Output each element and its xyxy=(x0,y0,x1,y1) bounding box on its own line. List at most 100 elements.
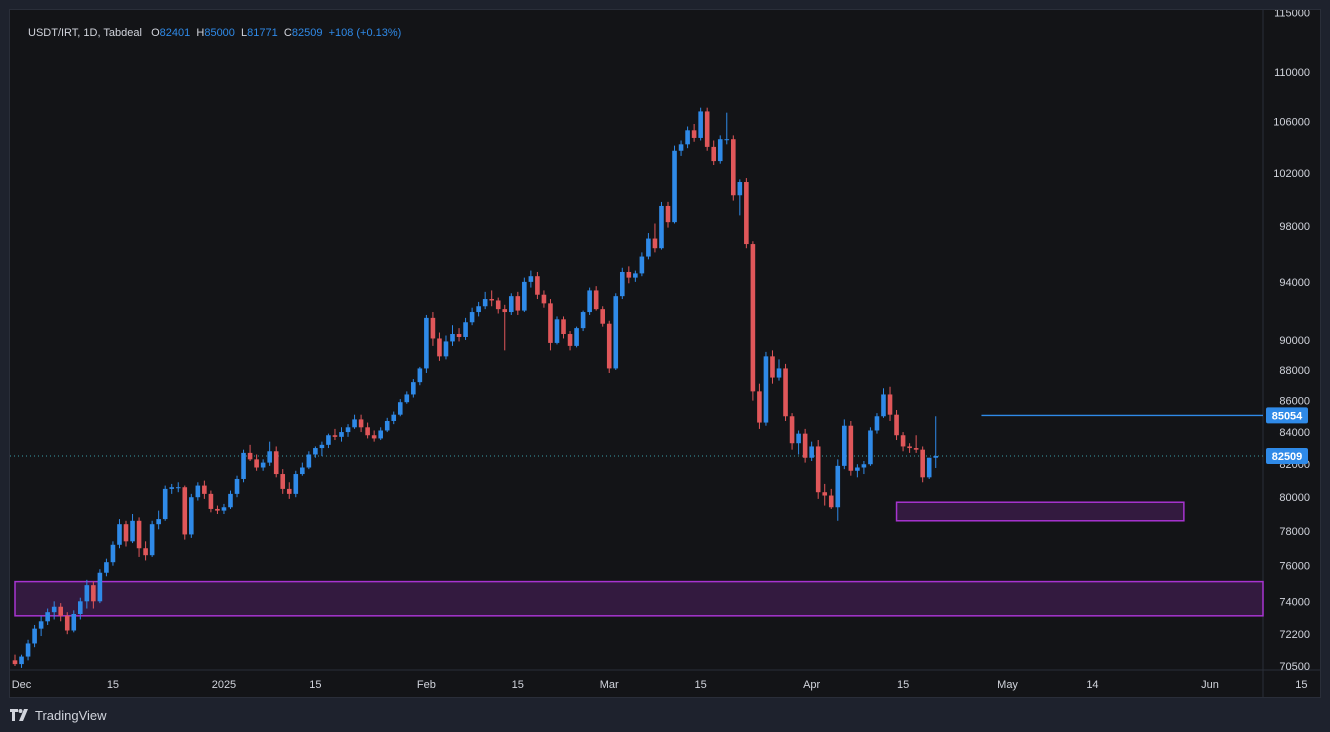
candle xyxy=(411,379,416,398)
candle-body xyxy=(926,457,932,478)
candle xyxy=(815,440,821,499)
candle-body xyxy=(51,606,57,613)
candle xyxy=(711,140,717,165)
candle-body xyxy=(920,449,925,478)
candle xyxy=(175,482,181,493)
time-tick-label: 15 xyxy=(309,679,321,691)
candle-body xyxy=(273,451,279,475)
candle-body xyxy=(358,419,364,428)
candle xyxy=(51,601,57,620)
candle xyxy=(404,391,410,404)
candle xyxy=(123,520,129,547)
price-badge: 85054 xyxy=(1266,407,1308,424)
price-tick-label: 102000 xyxy=(1273,168,1310,180)
candle-body xyxy=(162,488,168,520)
candle-body xyxy=(887,394,893,415)
candle xyxy=(280,469,286,494)
candle xyxy=(424,314,429,373)
time-tick-label: Jun xyxy=(1201,679,1219,691)
candle-body xyxy=(417,368,423,383)
price-tick-label: 86000 xyxy=(1279,396,1310,408)
price-axis[interactable]: 7050072200740007600078000800008200084000… xyxy=(1273,10,1310,673)
candle xyxy=(822,483,828,506)
low-value: 81771 xyxy=(247,27,278,39)
candle-body xyxy=(600,309,605,324)
candle-body xyxy=(149,524,155,556)
candle-body xyxy=(757,391,762,423)
candle-body xyxy=(45,612,50,622)
price-badges: 85054 82509 xyxy=(1266,407,1308,464)
tradingview-brand[interactable]: TradingView xyxy=(10,705,107,725)
candle xyxy=(450,325,455,346)
candle xyxy=(241,449,246,483)
candle xyxy=(652,223,658,253)
candle-body xyxy=(894,414,899,436)
candle xyxy=(724,112,730,145)
candle-body xyxy=(535,276,540,295)
candle xyxy=(202,480,207,499)
time-axis[interactable]: Dec 15 2025 15 Feb 15 Mar 15 Apr 15 May 14 Jun 15 xyxy=(12,679,1308,691)
candle xyxy=(397,399,403,417)
candle xyxy=(254,454,259,471)
candle xyxy=(352,414,357,429)
candle-body xyxy=(835,465,841,508)
candle-body xyxy=(254,459,259,468)
candle-body xyxy=(691,130,697,138)
candle xyxy=(659,201,664,250)
price-tick-label: 98000 xyxy=(1279,221,1310,233)
candle xyxy=(208,490,214,513)
candle xyxy=(104,558,109,577)
high-label: H xyxy=(196,27,205,39)
brand-name: TradingView xyxy=(35,707,107,723)
candle xyxy=(384,417,390,433)
candle-body xyxy=(247,452,253,460)
price-tick-label: 78000 xyxy=(1279,526,1310,538)
candle-body xyxy=(861,464,867,468)
candle-body xyxy=(508,296,514,313)
candle-body xyxy=(652,238,658,249)
candle-body xyxy=(319,444,325,449)
open-label: O xyxy=(151,27,160,39)
lower-demand-zone[interactable] xyxy=(14,580,1264,617)
candle-body xyxy=(208,493,214,509)
time-tick-label: Dec xyxy=(12,679,32,691)
candle xyxy=(117,519,122,549)
candle-body xyxy=(789,416,795,444)
upper-demand-zone[interactable] xyxy=(895,501,1185,522)
candle-body xyxy=(241,452,246,479)
candle xyxy=(580,310,586,332)
candle-body xyxy=(267,451,272,463)
candle-body xyxy=(574,328,579,346)
open-value: 82401 xyxy=(159,27,191,39)
time-tick-label: 15 xyxy=(1295,679,1307,691)
candle xyxy=(789,413,795,450)
candle-body xyxy=(796,433,801,444)
candle xyxy=(802,428,808,463)
price-tick-label: 72200 xyxy=(1279,629,1310,641)
candle-body xyxy=(443,341,449,357)
candle xyxy=(476,301,481,317)
candle-body xyxy=(182,487,188,535)
candle xyxy=(887,386,893,421)
chart-panel[interactable]: 70500 72200 74000 76000 78000 80000 82000 84000… xyxy=(9,9,1321,698)
horizontal-lines xyxy=(10,414,1263,457)
price-tick-label: 110000 xyxy=(1274,67,1310,79)
symbol-name[interactable]: USDT/IRT, 1D, Tabdeal xyxy=(28,27,142,39)
candle-body xyxy=(202,485,207,494)
candle xyxy=(639,252,645,277)
candle-body xyxy=(38,621,44,629)
candle xyxy=(32,624,37,648)
candle xyxy=(260,459,266,471)
candle xyxy=(691,123,697,142)
candle-body xyxy=(678,144,684,151)
candlestick-chart[interactable]: 7050072200740007600078000800008200084000… xyxy=(10,10,1320,697)
price-badge-label: 85054 xyxy=(1272,410,1303,422)
candle-body xyxy=(659,205,664,249)
candle-body xyxy=(97,572,103,602)
symbol-legend: USDT/IRT, 1D, Tabdeal O82401 H85000 L817… xyxy=(28,27,401,39)
price-badge-bg xyxy=(1266,407,1308,424)
candle-body xyxy=(32,628,37,644)
candle xyxy=(443,335,449,360)
candle-body xyxy=(489,299,494,301)
candle xyxy=(855,464,860,478)
